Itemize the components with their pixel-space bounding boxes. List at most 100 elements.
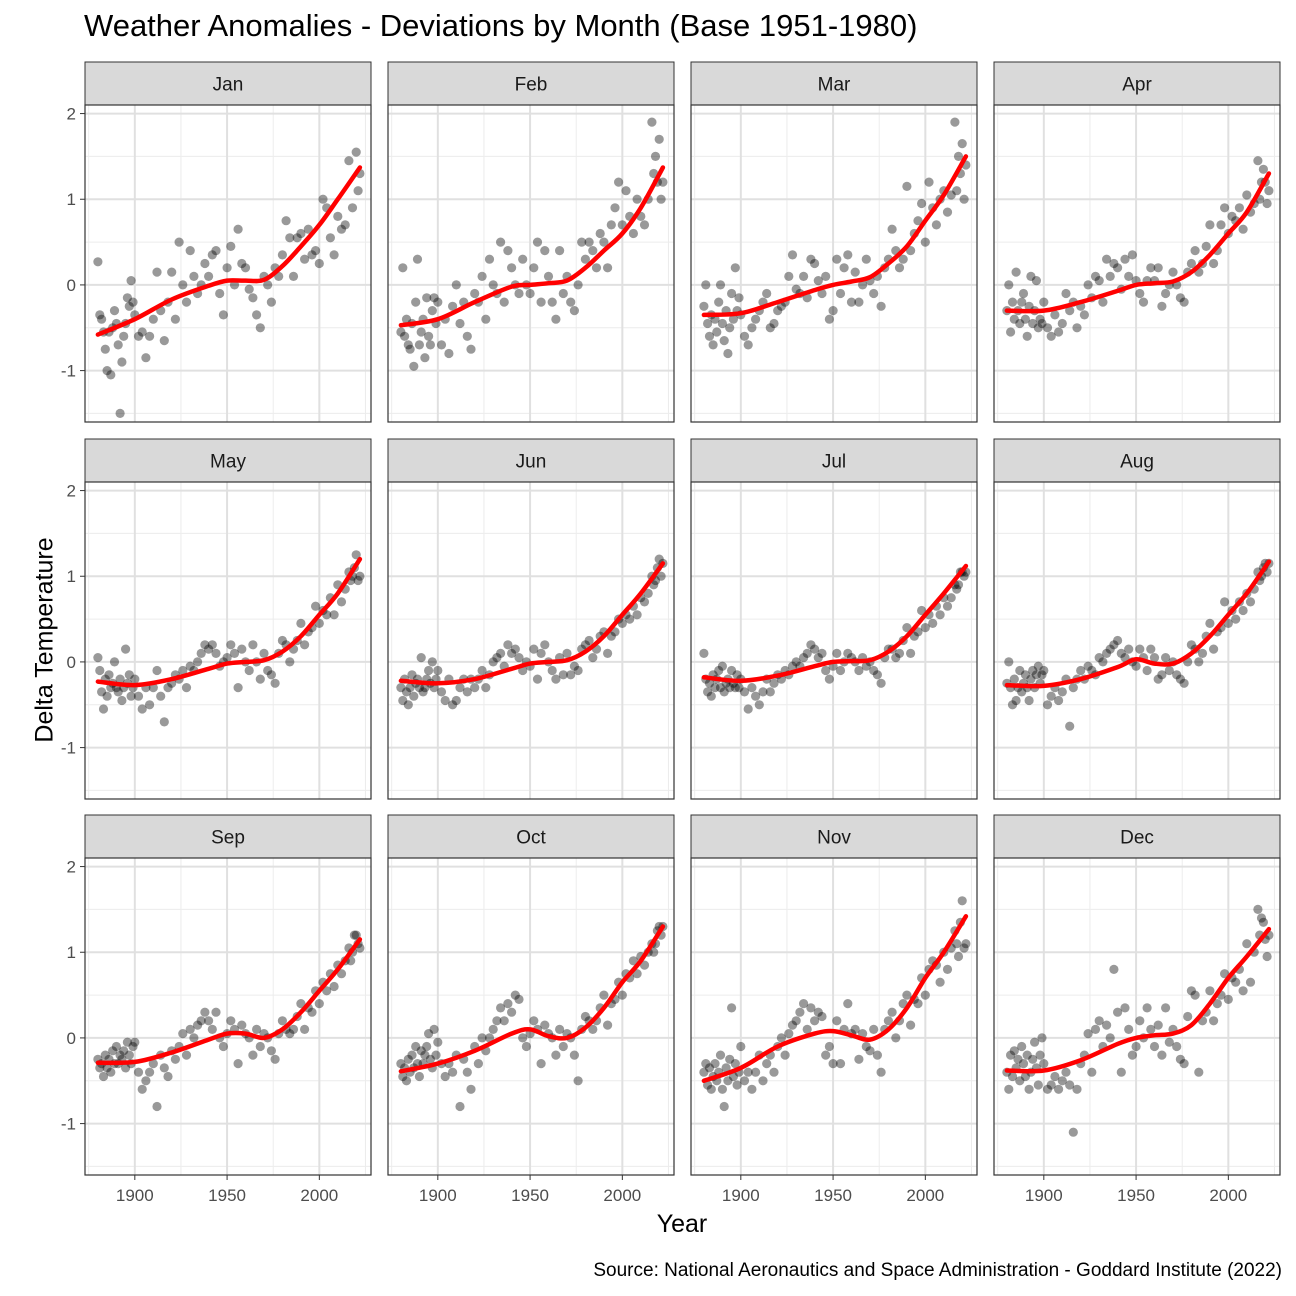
data-point [111, 1041, 121, 1052]
data-point [813, 276, 823, 286]
data-point [828, 1059, 838, 1069]
data-point [843, 648, 853, 659]
data-point [248, 1050, 258, 1060]
data-point [440, 1071, 450, 1082]
data-point [1245, 977, 1256, 987]
data-point [898, 999, 908, 1009]
data-point [1194, 1067, 1204, 1077]
data-point [121, 644, 131, 654]
facet-label-dec: Dec [1120, 828, 1154, 849]
data-point [791, 657, 801, 667]
data-point [507, 648, 517, 659]
data-point [1050, 310, 1060, 320]
data-point [953, 580, 964, 590]
data-point [1033, 661, 1043, 671]
data-point [1135, 644, 1145, 654]
data-point [1175, 674, 1185, 684]
facet-strip-aug [993, 438, 1281, 483]
data-point [314, 258, 324, 269]
data-point [1037, 670, 1047, 680]
data-point [835, 288, 846, 299]
trend-line-dec [1004, 926, 1272, 1074]
data-point [1220, 597, 1230, 607]
data-point [414, 340, 424, 350]
data-point [1017, 1041, 1027, 1052]
data-point [603, 263, 613, 273]
data-point [719, 1101, 729, 1112]
data-point [656, 194, 666, 204]
data-point [732, 1080, 742, 1090]
data-point [551, 314, 561, 324]
data-point [723, 1076, 733, 1086]
data-point [617, 618, 627, 629]
data-point [810, 258, 820, 269]
data-point [1042, 1084, 1053, 1094]
data-point [1109, 258, 1119, 269]
data-point [1061, 1067, 1071, 1077]
trend-line-sep [95, 937, 363, 1066]
data-point [130, 674, 140, 684]
data-point [424, 665, 434, 676]
data-point [407, 1050, 417, 1060]
data-point [451, 695, 461, 706]
data-point [1146, 1024, 1156, 1034]
data-point [588, 653, 598, 663]
data-point [1033, 1080, 1043, 1090]
data-point [1113, 635, 1123, 646]
data-point [106, 370, 116, 380]
data-point [226, 640, 236, 650]
data-point [784, 1029, 794, 1039]
data-point [625, 614, 635, 624]
data-point [751, 314, 761, 324]
data-point [824, 314, 835, 324]
data-point [420, 1050, 430, 1060]
data-point [285, 1029, 295, 1039]
data-point [1256, 913, 1267, 923]
data-point [405, 344, 415, 354]
data-point [547, 665, 557, 676]
data-point [211, 1007, 221, 1017]
data-point [536, 297, 546, 307]
data-point [872, 670, 883, 680]
facet-strip-feb [387, 61, 675, 106]
data-point [1116, 1067, 1126, 1077]
data-point [185, 1024, 195, 1034]
data-point [543, 271, 554, 281]
data-point [1009, 674, 1019, 684]
data-point [109, 657, 120, 667]
data-point [189, 271, 199, 281]
data-point [1161, 1003, 1171, 1013]
data-point [211, 648, 221, 659]
data-point [540, 640, 550, 650]
data-point [739, 687, 750, 697]
data-point [270, 1054, 280, 1064]
data-point [765, 323, 775, 333]
data-point [436, 340, 447, 350]
data-point [248, 640, 258, 650]
y-tick-label: 2 [67, 858, 76, 877]
x-tick-label: 2000 [1209, 1186, 1247, 1205]
data-point [920, 623, 930, 633]
data-point [93, 257, 103, 267]
data-point [128, 297, 138, 307]
data-point [950, 117, 960, 127]
data-point [311, 246, 321, 256]
data-point [329, 250, 339, 260]
data-point [869, 665, 879, 676]
data-point [424, 331, 434, 341]
data-point [145, 700, 155, 710]
data-point [721, 1063, 731, 1073]
data-point [769, 318, 779, 329]
data-point [416, 327, 426, 337]
data-point [336, 597, 347, 607]
data-point [218, 310, 228, 320]
data-point [1020, 670, 1030, 680]
data-point [1220, 203, 1230, 213]
data-point [211, 246, 221, 256]
data-point [957, 139, 967, 149]
data-point [333, 211, 343, 221]
data-point [401, 1076, 412, 1086]
data-point [237, 258, 247, 269]
data-point [196, 1016, 206, 1026]
data-point [1090, 1024, 1101, 1034]
